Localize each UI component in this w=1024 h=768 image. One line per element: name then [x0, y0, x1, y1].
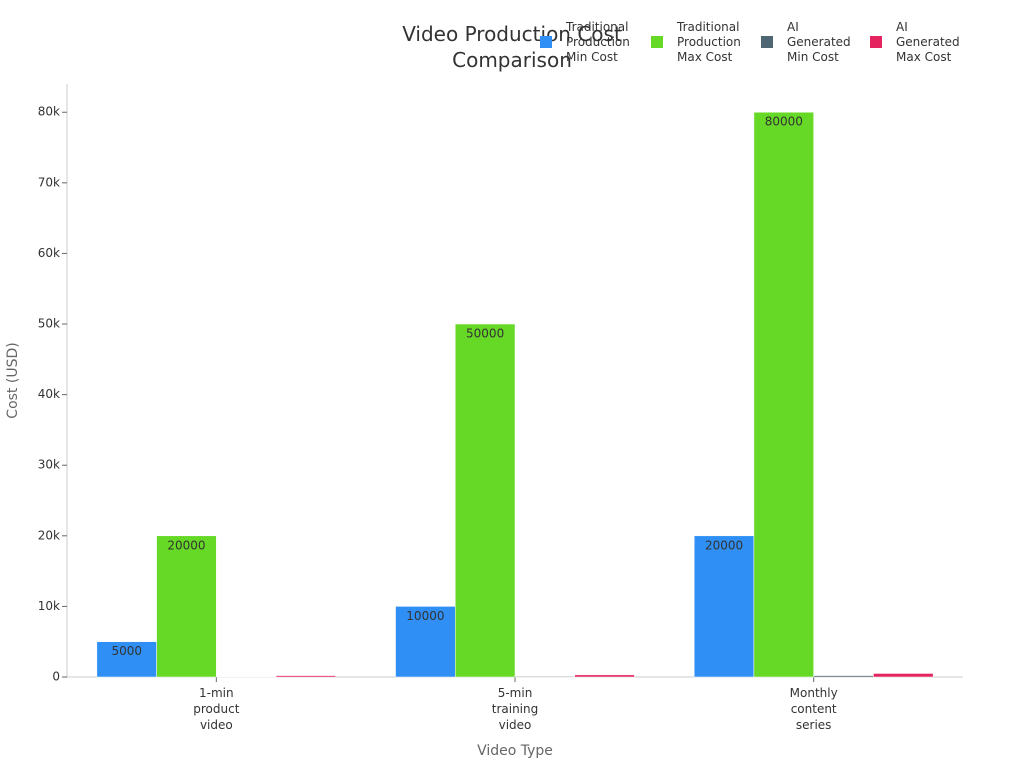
- legend-label: AI Generated Min Cost: [787, 20, 851, 64]
- y-tick-label: 10k: [38, 599, 60, 613]
- bar: [96, 641, 157, 678]
- legend-swatch: [651, 36, 663, 48]
- bar: [753, 111, 814, 678]
- legend-swatch: [870, 36, 882, 48]
- x-tick-label: 1-min product video: [193, 686, 239, 732]
- data-label: 5000: [111, 644, 142, 658]
- chart-title: Video Production Cost Comparison: [402, 22, 622, 72]
- data-label: 50000: [466, 327, 504, 341]
- y-tick-label: 60k: [38, 246, 60, 260]
- legend-label: Traditional Production Max Cost: [676, 20, 741, 64]
- y-tick-label: 30k: [38, 458, 60, 472]
- bar: [574, 674, 635, 678]
- bar: [693, 535, 755, 678]
- bar: [813, 675, 874, 678]
- data-label: 20000: [167, 538, 205, 552]
- y-tick-label: 80k: [38, 105, 60, 119]
- bar: [156, 535, 217, 678]
- y-tick-label: 0: [52, 670, 60, 684]
- x-axis-title: Video Type: [477, 743, 553, 759]
- data-label: 80000: [765, 115, 803, 129]
- data-label: 20000: [705, 538, 743, 552]
- bar: [514, 676, 575, 678]
- bar: [395, 606, 456, 678]
- bar: [873, 673, 934, 678]
- legend-swatch: [540, 36, 552, 48]
- y-tick-label: 20k: [38, 528, 60, 542]
- x-tick-label: Monthly content series: [790, 686, 838, 732]
- legend-label: AI Generated Max Cost: [896, 20, 960, 64]
- data-label: 10000: [406, 609, 444, 623]
- legend-swatch: [761, 36, 773, 48]
- x-tick-label: 5-min training video: [492, 686, 539, 732]
- y-tick-label: 70k: [38, 175, 60, 189]
- y-tick-label: 50k: [38, 317, 60, 331]
- legend-label: Traditional Production Min Cost: [565, 20, 630, 64]
- y-tick-label: 40k: [38, 387, 60, 401]
- bar: [275, 675, 337, 678]
- y-axis-title: Cost (USD): [5, 342, 21, 418]
- bar: [455, 323, 516, 678]
